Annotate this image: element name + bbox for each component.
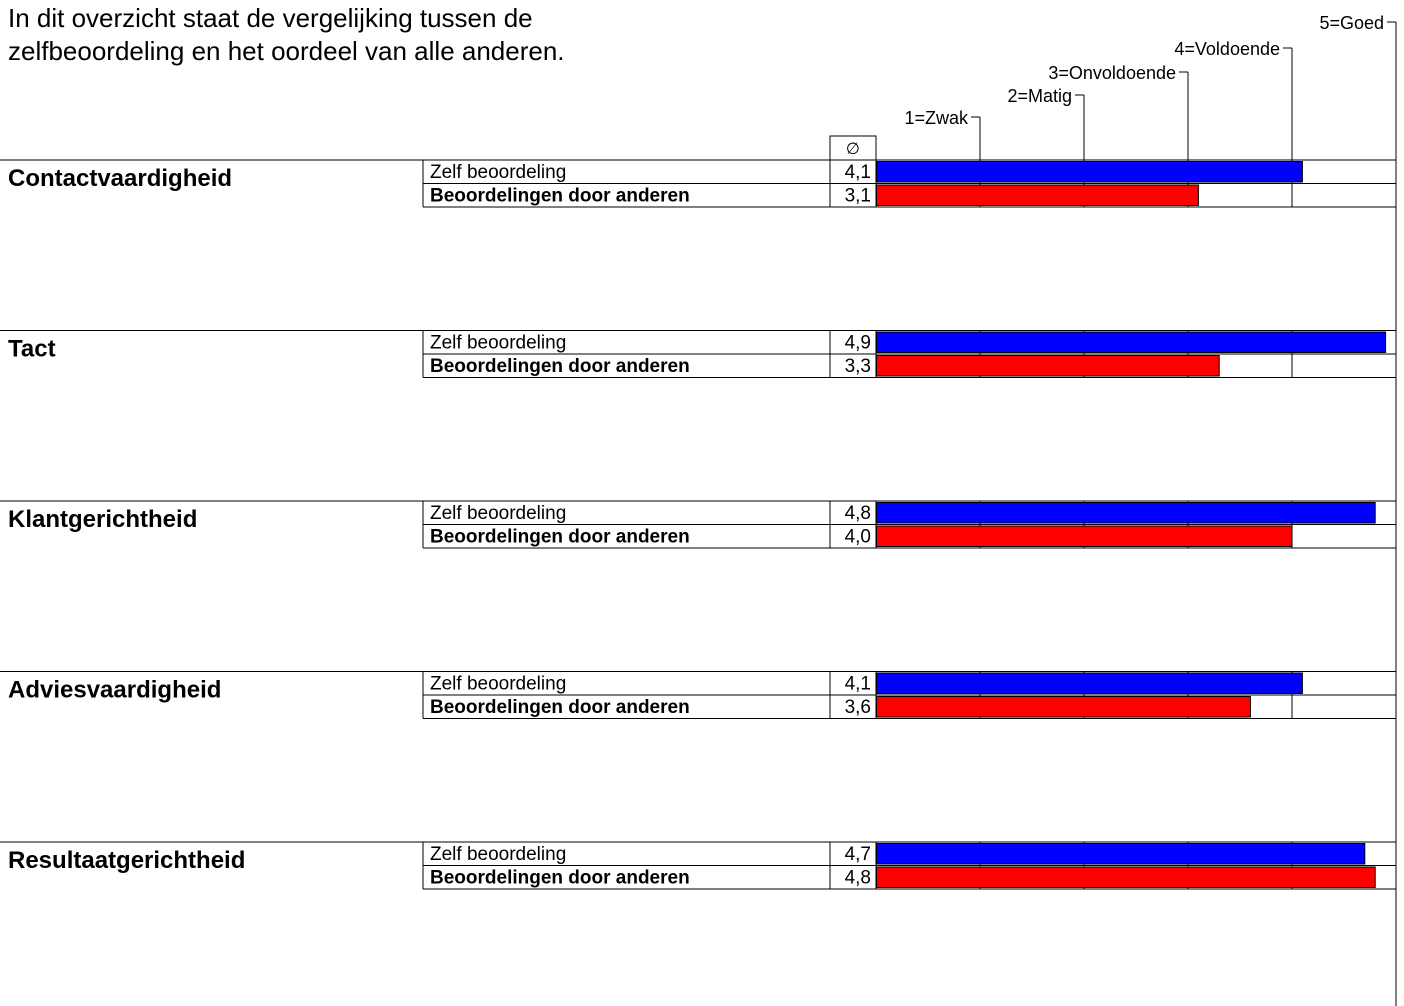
series-label-others: Beoordelingen door anderen xyxy=(430,527,690,548)
bar-others xyxy=(876,355,1220,377)
series-label-others: Beoordelingen door anderen xyxy=(430,697,690,718)
bar-self xyxy=(876,502,1376,524)
value-label: 3,1 xyxy=(845,186,871,207)
value-label: 4,1 xyxy=(845,162,871,183)
bar-others xyxy=(876,184,1199,206)
value-label: 4,1 xyxy=(845,674,871,695)
avg-header-symbol: ∅ xyxy=(846,141,860,158)
scale-label: 3=Onvoldoende xyxy=(1048,63,1176,83)
value-label: 4,0 xyxy=(845,527,871,548)
value-label: 4,9 xyxy=(845,333,871,354)
series-label-others: Beoordelingen door anderen xyxy=(430,868,690,889)
series-label-self: Zelf beoordeling xyxy=(430,333,566,354)
category-title: Klantgerichtheid xyxy=(8,506,197,533)
scale-label: 4=Voldoende xyxy=(1174,39,1280,59)
series-label-self: Zelf beoordeling xyxy=(430,844,566,865)
intro-text: In dit overzicht staat de vergelijking t… xyxy=(8,3,565,66)
category-title: Resultaatgerichtheid xyxy=(8,847,245,874)
bar-self xyxy=(876,672,1303,694)
value-label: 4,8 xyxy=(845,503,871,524)
value-label: 4,8 xyxy=(845,868,871,889)
value-label: 4,7 xyxy=(845,844,871,865)
bar-self xyxy=(876,161,1303,183)
bar-others xyxy=(876,866,1376,888)
category-title: Contactvaardigheid xyxy=(8,165,232,192)
series-label-others: Beoordelingen door anderen xyxy=(430,186,690,207)
bar-others xyxy=(876,696,1251,718)
series-label-self: Zelf beoordeling xyxy=(430,503,566,524)
value-label: 3,6 xyxy=(845,697,871,718)
series-label-self: Zelf beoordeling xyxy=(430,162,566,183)
category-title: Adviesvaardigheid xyxy=(8,677,221,704)
series-label-self: Zelf beoordeling xyxy=(430,674,566,695)
scale-label: 5=Goed xyxy=(1319,13,1384,33)
bar-self xyxy=(876,331,1387,353)
series-label-others: Beoordelingen door anderen xyxy=(430,356,690,377)
scale-label: 1=Zwak xyxy=(904,108,969,128)
bar-others xyxy=(876,525,1293,547)
scale-label: 2=Matig xyxy=(1007,86,1072,106)
value-label: 3,3 xyxy=(845,356,871,377)
category-title: Tact xyxy=(8,336,56,363)
bar-self xyxy=(876,843,1366,865)
